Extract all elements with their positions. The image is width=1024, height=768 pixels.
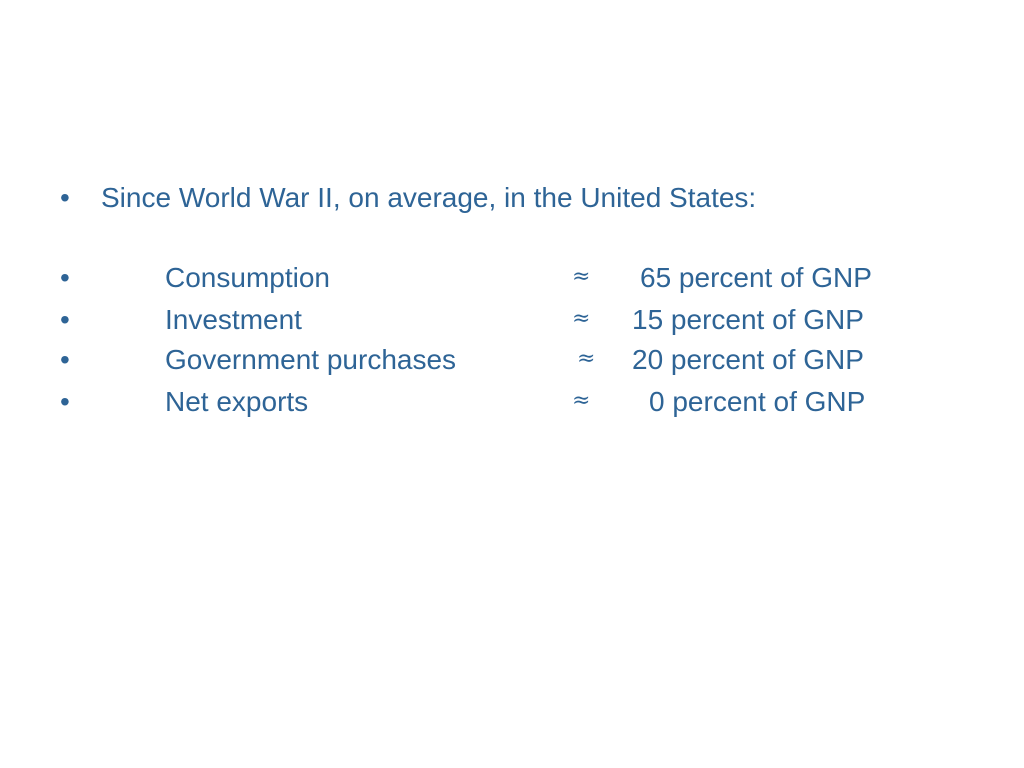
approx-symbol: ≈ bbox=[572, 388, 591, 413]
approx-symbol: ≈ bbox=[577, 346, 596, 371]
list-item-bullet: • bbox=[60, 386, 70, 417]
list-item-value: 0 percent of GNP bbox=[649, 386, 866, 417]
intro-bullet: • bbox=[60, 182, 70, 213]
list-item-value: 20 percent of GNP bbox=[632, 344, 864, 375]
list-item-value: 65 percent of GNP bbox=[640, 262, 872, 293]
list-item-government-purchases: • Government purchases ≈ 20 percent of G… bbox=[0, 346, 1024, 380]
list-item-label: Net exports bbox=[165, 386, 309, 417]
approx-symbol: ≈ bbox=[572, 264, 591, 289]
list-item-investment: • Investment ≈ 15 percent of GNP bbox=[0, 306, 1024, 340]
list-item-label: Consumption bbox=[165, 262, 330, 293]
list-item-label: Investment bbox=[165, 304, 302, 335]
list-item-bullet: • bbox=[60, 262, 70, 293]
list-item-value: 15 percent of GNP bbox=[632, 304, 864, 335]
list-item-bullet: • bbox=[60, 304, 70, 335]
list-item-bullet: • bbox=[60, 344, 70, 375]
approx-symbol: ≈ bbox=[572, 306, 591, 331]
list-item-consumption: • Consumption ≈ 65 percent of GNP bbox=[0, 264, 1024, 298]
list-item-net-exports: • Net exports ≈ 0 percent of GNP bbox=[0, 388, 1024, 422]
list-item-label: Government purchases bbox=[165, 344, 457, 375]
intro-text: Since World War II, on average, in the U… bbox=[101, 182, 757, 213]
